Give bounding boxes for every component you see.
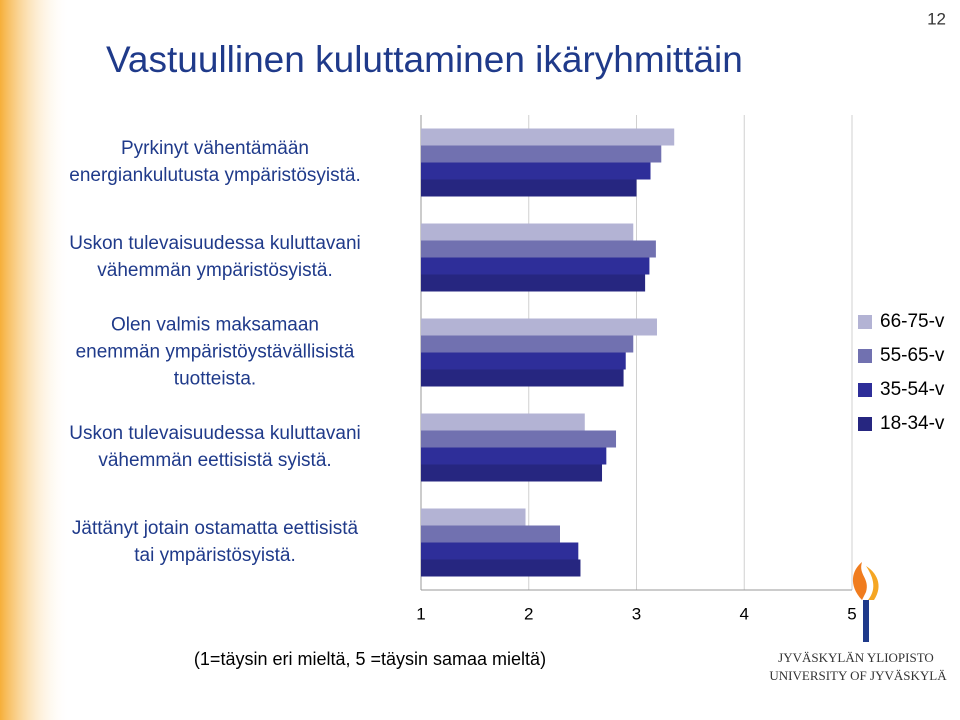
bar xyxy=(421,274,646,292)
logo-flame xyxy=(852,562,867,600)
x-tick-label: 3 xyxy=(632,604,641,623)
x-tick-label: 1 xyxy=(416,604,425,623)
bar xyxy=(421,145,662,163)
bar xyxy=(421,464,603,482)
title: Vastuullinen kuluttaminen ikäryhmittäin xyxy=(106,39,743,80)
category-label: energiankulutusta ympäristösyistä. xyxy=(69,165,360,186)
legend-swatch xyxy=(858,383,872,397)
x-tick-label: 5 xyxy=(847,604,856,623)
bar xyxy=(421,179,637,197)
category-label: vähemmän eettisistä syistä. xyxy=(98,450,331,471)
legend-swatch xyxy=(858,417,872,431)
category-label: Uskon tulevaisuudessa kuluttavani xyxy=(69,423,361,444)
bar xyxy=(421,128,675,146)
bar xyxy=(421,162,651,180)
page-number: 12 xyxy=(927,9,946,28)
legend-swatch xyxy=(858,315,872,329)
bar xyxy=(421,257,650,275)
category-label: Pyrkinyt vähentämään xyxy=(121,138,309,159)
category-label: enemmän ympäristöystävällisistä xyxy=(76,342,355,363)
bar xyxy=(421,335,634,353)
x-tick-label: 2 xyxy=(524,604,533,623)
bar xyxy=(421,223,634,241)
bar xyxy=(421,559,581,577)
legend-label: 66-75-v xyxy=(880,311,945,332)
x-axis-label: (1=täysin eri mieltä, 5 =täysin samaa mi… xyxy=(194,649,546,669)
bar xyxy=(421,369,624,387)
bar xyxy=(421,413,585,431)
x-tick-label: 4 xyxy=(740,604,749,623)
logo-text: UNIVERSITY OF JYVÄSKYLÄ xyxy=(769,668,947,683)
legend-label: 35-54-v xyxy=(880,379,945,400)
category-label: vähemmän ympäristösyistä. xyxy=(97,260,332,281)
category-label: tuotteista. xyxy=(174,369,256,390)
bar xyxy=(421,240,656,258)
legend-label: 55-65-v xyxy=(880,345,945,366)
logo-flame xyxy=(866,566,879,600)
bar xyxy=(421,542,579,560)
bar xyxy=(421,430,617,448)
category-label: tai ympäristösyistä. xyxy=(134,545,296,566)
bar xyxy=(421,447,607,465)
category-label: Uskon tulevaisuudessa kuluttavani xyxy=(69,233,361,254)
bar xyxy=(421,525,560,543)
category-label: Jättänyt jotain ostamatta eettisistä xyxy=(72,518,359,539)
bar xyxy=(421,318,657,336)
category-label: Olen valmis maksamaan xyxy=(111,315,319,336)
bar xyxy=(421,352,626,370)
logo-text: JYVÄSKYLÄN YLIOPISTO xyxy=(778,650,934,665)
decor-strip xyxy=(0,0,70,720)
legend-swatch xyxy=(858,349,872,363)
bar xyxy=(421,508,526,526)
legend-label: 18-34-v xyxy=(880,413,945,434)
logo-torch xyxy=(863,600,869,642)
logo: JYVÄSKYLÄN YLIOPISTO UNIVERSITY OF JYVÄS… xyxy=(769,562,947,683)
